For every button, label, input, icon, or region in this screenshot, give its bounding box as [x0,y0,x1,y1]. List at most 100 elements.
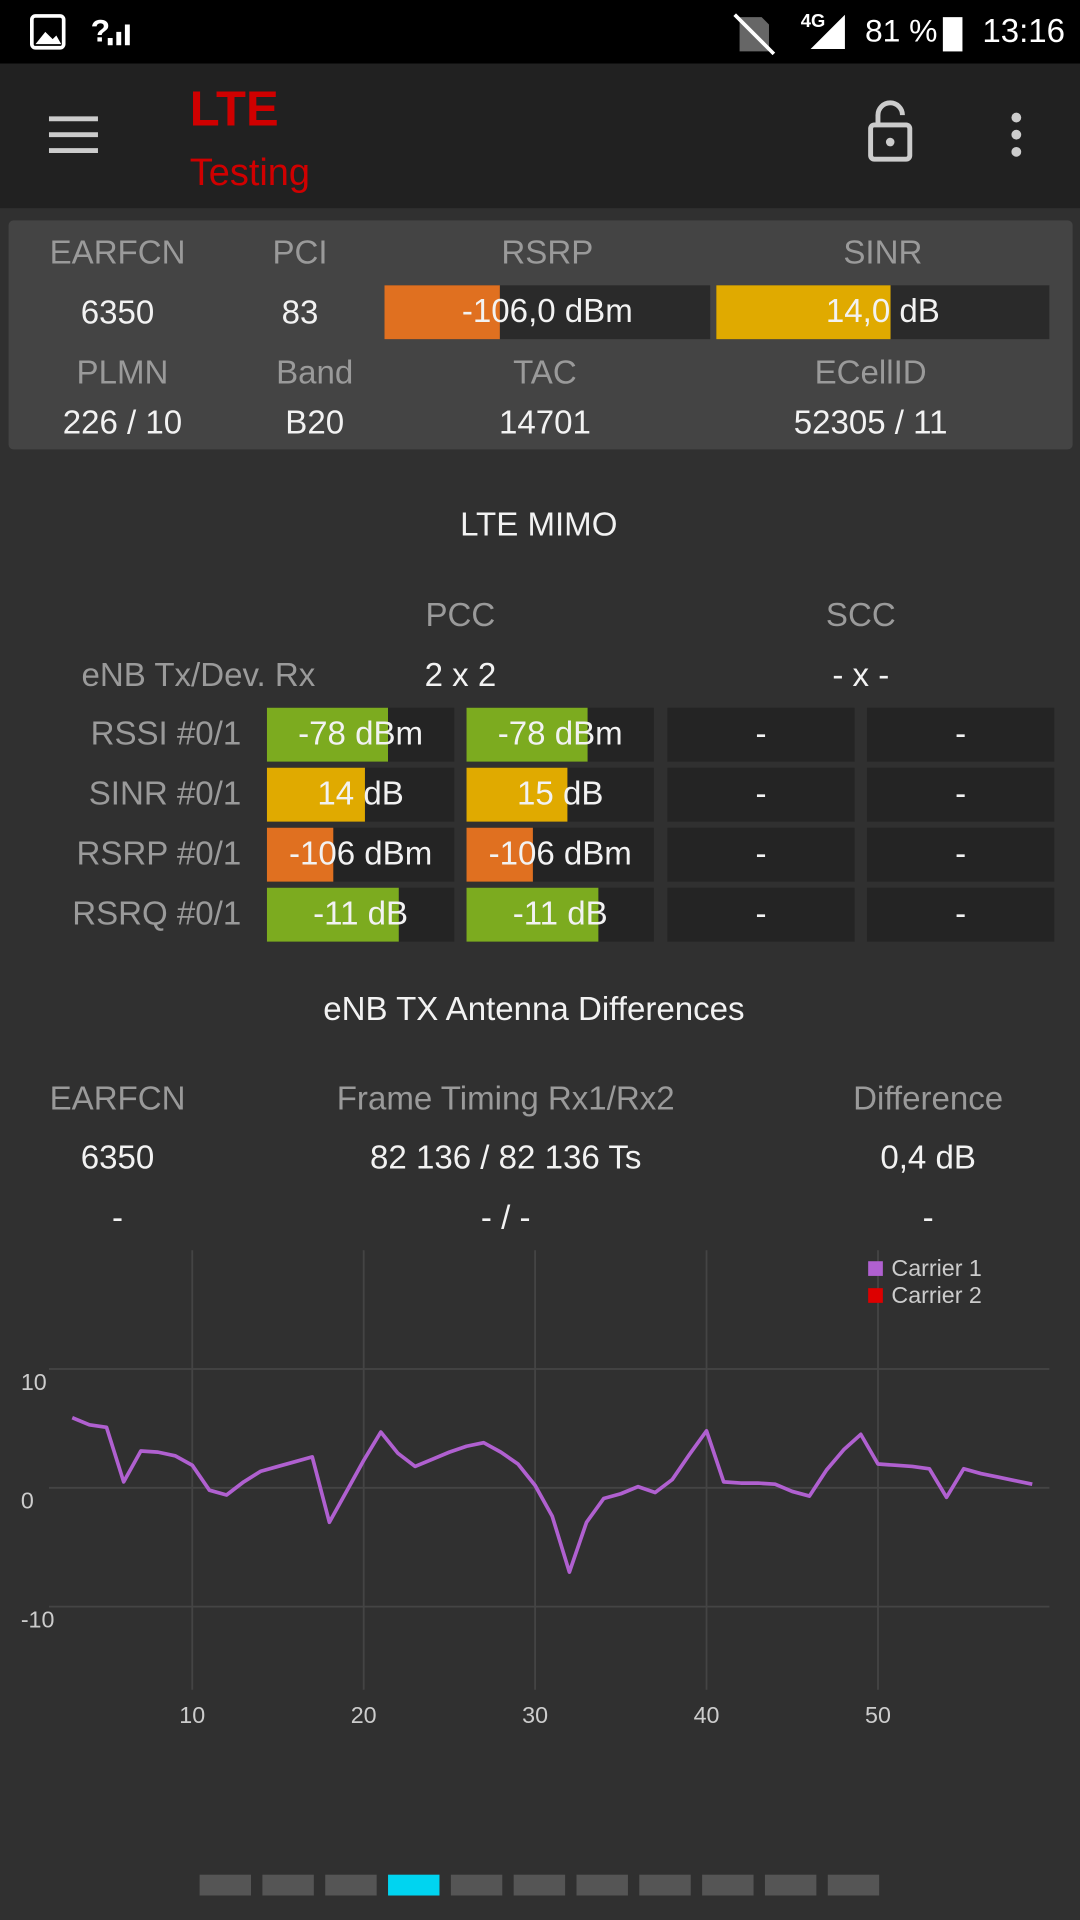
signal-icon [107,24,130,46]
page-indicator[interactable] [388,1874,440,1896]
diff-value: - [112,1199,123,1236]
gauge-fill [266,707,388,762]
diff-value: - [923,1199,934,1236]
gauge-label: -78 dBm [298,716,423,753]
content: EARFCN 6350 PCI 83 RSRP -106,0 dBm SINR 14,0 dB… [21,234,1055,1896]
y-tick-label: 0 [21,1488,34,1514]
field-label: ECellID [815,354,927,391]
gauge-label: -106,0 dBm [462,293,633,330]
cell-value: - [955,836,966,873]
field-label: TAC [513,354,577,391]
empty-cell [667,767,855,822]
page-indicator[interactable] [702,1874,754,1896]
gallery-icon-shape [35,31,62,45]
gallery-icon [29,14,66,50]
page-indicator[interactable] [199,1874,252,1896]
gauge-fill [266,887,399,942]
row-label: eNB Tx/Dev. Rx [81,657,315,694]
page-indicator[interactable] [764,1874,817,1896]
lock-body [868,122,913,162]
gauge-fill [266,767,365,822]
battery-percent: 81 % [865,12,938,48]
x-tick-label: 50 [865,1702,891,1728]
field-label: PLMN [77,354,169,391]
page-indicator[interactable] [450,1874,503,1896]
dot [1011,129,1022,140]
cell-value: - [955,716,966,753]
empty-cell [866,827,1055,882]
x-tick-label: 30 [522,1702,548,1728]
app-title: LTE [190,83,279,137]
gauge-label: -78 dBm [498,716,623,753]
row-label: RSRQ #0/1 [72,896,241,933]
gauge-fill [716,285,891,340]
dot [1011,112,1022,123]
legend-label: Carrier 1 [891,1255,981,1281]
legend-swatch [868,1288,883,1303]
gauge-fill [466,827,533,882]
diff-value: 0,4 dB [880,1139,976,1176]
gauge-fill [466,767,568,822]
network-unknown: ? [91,12,110,48]
gauge-fill [466,707,588,762]
field-value: 52305 / 11 [794,405,948,442]
diff-value: 6350 [81,1139,155,1176]
field-value: 83 [282,294,319,331]
menu-button[interactable] [48,116,98,154]
gauge-fill [466,887,599,942]
diff-value: - / - [481,1199,531,1236]
column-header: SCC [826,597,896,634]
x-tick-label: 10 [179,1702,205,1728]
overflow-menu[interactable] [1011,112,1022,157]
gauge-label: -11 dB [513,896,608,933]
page-indicator[interactable] [262,1874,314,1896]
tx-rx-value: 2 x 2 [425,657,497,694]
column-header: Difference [853,1081,1003,1118]
page-indicator[interactable] [639,1874,691,1896]
cell-value: - [756,896,767,933]
page-indicator[interactable] [513,1874,566,1896]
dot [1011,146,1022,157]
column-header: PCC [426,597,496,634]
page-indicator[interactable] [576,1874,628,1896]
section-title: eNB TX Antenna Differences [323,991,744,1028]
y-tick-label: -10 [21,1606,55,1632]
app-bar [0,63,1080,209]
row-label: RSRP #0/1 [77,836,242,873]
gauge-label: 15 dB [517,776,603,813]
empty-cell [866,887,1055,942]
gauge-fill [266,827,334,882]
row-label: SINR #0/1 [89,776,241,813]
gauge-label: -11 dB [313,896,408,933]
lock-keyhole [885,137,895,147]
field-value: 6350 [81,294,155,331]
x-tick-label: 40 [694,1702,720,1728]
cell-value: - [955,896,966,933]
network-type: 4G [801,10,826,31]
sim-slash [733,13,776,56]
cell-value: - [955,776,966,813]
field-label: RSRP [501,234,593,271]
legend-label: Carrier 2 [891,1282,981,1308]
empty-cell [667,707,855,762]
lock-button[interactable] [868,100,913,162]
empty-cell [866,767,1055,822]
gauge-label: -106 dBm [289,836,432,873]
empty-cell [866,707,1055,762]
legend-swatch [868,1261,883,1276]
x-tick-label: 20 [351,1702,377,1728]
field-label: Band [276,354,353,391]
page-indicator[interactable] [827,1874,880,1896]
diff-value: 82 136 / 82 136 Ts [370,1139,641,1176]
empty-cell [667,887,855,942]
gauge-label: 14 dB [317,776,403,813]
field-label: EARFCN [50,234,186,271]
app-subtitle: Testing [190,152,310,194]
tx-rx-value: - x - [832,657,889,694]
page-indicator[interactable] [325,1874,377,1896]
field-label: SINR [843,234,922,271]
y-tick-label: 10 [21,1369,47,1395]
gauge-label: -106 dBm [489,836,632,873]
